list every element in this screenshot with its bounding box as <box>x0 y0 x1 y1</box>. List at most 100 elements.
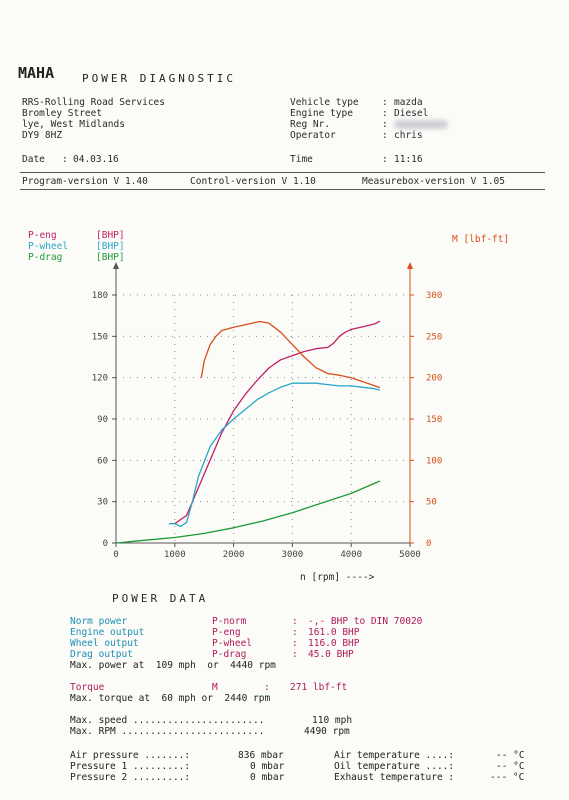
company-line-2: Bromley Street <box>22 108 103 119</box>
oil-temp-label: Oil temperature ....: <box>334 761 455 772</box>
legend-p-eng: P-eng <box>28 230 57 241</box>
legend-p-wheel: P-wheel <box>28 241 69 252</box>
norm-power-value: -,- BHP to DIN 70020 <box>308 616 423 627</box>
reg-nr-redacted <box>394 120 448 129</box>
torque-sym: M <box>212 682 218 693</box>
air-temp-label: Air temperature ....: <box>334 750 455 761</box>
series-line-p-eng <box>174 320 381 525</box>
date-label: Date <box>22 154 45 165</box>
legend-torque: M [lbf-ft] <box>452 234 510 245</box>
y-tick-label-right: 250 <box>426 332 442 342</box>
drag-output-sym: P-drag <box>212 649 247 660</box>
pressure-2-label: Pressure 2 .........: <box>70 772 191 783</box>
y-axis-right-arrow <box>407 262 413 269</box>
wheel-output-value: 116.0 BHP <box>308 638 360 649</box>
y-tick-label-right: 150 <box>426 415 442 425</box>
engine-output-sym: P-eng <box>212 627 241 638</box>
x-axis-label: n [rpm] ----> <box>300 572 375 583</box>
x-tick-label: 4000 <box>340 550 362 560</box>
legend-unit: [BHP] <box>96 230 125 241</box>
company-line-3: lye, West Midlands <box>22 119 125 130</box>
engine-type-label: Engine type <box>290 108 353 119</box>
colon: : <box>292 627 298 638</box>
legend-unit: [BHP] <box>96 241 125 252</box>
y-tick-label-left: 30 <box>97 498 108 508</box>
colon: : <box>292 638 298 649</box>
power-data-title: POWER DATA <box>112 592 209 605</box>
x-tick-label: 1000 <box>164 550 186 560</box>
y-axis-arrow <box>113 262 119 269</box>
pressure-1-label: Pressure 1 .........: <box>70 761 191 772</box>
max-rpm-label: Max. RPM ......................... <box>70 726 265 737</box>
y-tick-label-left: 180 <box>92 291 108 301</box>
max-speed-label: Max. speed ....................... <box>70 715 265 726</box>
y-tick-label-left: 60 <box>97 456 108 466</box>
exhaust-temp-value: --- °C <box>490 772 525 783</box>
legend-unit: [BHP] <box>96 252 125 263</box>
air-pressure-label: Air pressure .......: <box>70 750 191 761</box>
drag-output-value: 45.0 BHP <box>308 649 354 660</box>
x-tick-label: 0 <box>113 550 118 560</box>
oil-temp-value: -- °C <box>496 761 525 772</box>
maha-logo: MAHA <box>18 64 55 82</box>
divider <box>20 172 545 173</box>
colon: : <box>382 108 388 119</box>
colon: : <box>382 97 388 108</box>
engine-output-label: Engine output <box>70 627 145 638</box>
wheel-output-sym: P-wheel <box>212 638 253 649</box>
wheel-output-label: Wheel output <box>70 638 139 649</box>
operator-value: chris <box>394 130 423 141</box>
norm-power-sym: P-norm <box>212 616 247 627</box>
vehicle-type-value: mazda <box>394 97 423 108</box>
page-title: POWER DIAGNOSTIC <box>82 72 236 85</box>
torque-value: 271 lbf-ft <box>290 682 348 693</box>
y-tick-label-left: 0 <box>103 539 108 549</box>
program-version: Program-version V 1.40 <box>22 176 148 187</box>
control-version: Control-version V 1.10 <box>190 176 316 187</box>
pressure-2-value: 0 mbar <box>250 772 285 783</box>
max-torque-line: Max. torque at 60 mph or 2440 rpm <box>70 693 271 704</box>
y-tick-label-right: 0 <box>426 539 431 549</box>
max-power-line: Max. power at 109 mph or 4440 rpm <box>70 660 276 671</box>
series-line-p-wheel <box>168 382 381 528</box>
series-line-p-drag <box>115 480 381 544</box>
max-speed-value: 110 mph <box>312 715 353 726</box>
x-tick-label: 3000 <box>282 550 304 560</box>
divider <box>20 189 545 190</box>
drag-output-label: Drag output <box>70 649 133 660</box>
colon: : <box>382 154 388 165</box>
colon: : <box>292 616 298 627</box>
colon: : <box>264 682 270 693</box>
engine-type-value: Diesel <box>394 108 429 119</box>
company-line-4: DY9 8HZ <box>22 130 63 141</box>
date-value: 04.03.16 <box>73 154 119 165</box>
y-tick-label-right: 200 <box>426 374 442 384</box>
y-tick-label-right: 50 <box>426 498 437 508</box>
pressure-1-value: 0 mbar <box>250 761 285 772</box>
engine-output-value: 161.0 BHP <box>308 627 360 638</box>
company-line-1: RRS-Rolling Road Services <box>22 97 165 108</box>
colon: : <box>382 130 388 141</box>
y-tick-label-right: 100 <box>426 456 442 466</box>
y-tick-label-left: 150 <box>92 332 108 342</box>
operator-label: Operator <box>290 130 336 141</box>
colon: : <box>382 119 388 130</box>
time-label: Time <box>290 154 313 165</box>
colon: : <box>62 154 68 165</box>
max-rpm-value: 4490 rpm <box>304 726 350 737</box>
y-tick-label-left: 90 <box>97 415 108 425</box>
norm-power-label: Norm power <box>70 616 128 627</box>
air-pressure-value: 836 mbar <box>238 750 284 761</box>
measurebox-version: Measurebox-version V 1.05 <box>362 176 505 187</box>
x-tick-label: 2000 <box>223 550 245 560</box>
x-tick-label: 5000 <box>399 550 421 560</box>
y-tick-label-right: 300 <box>426 291 442 301</box>
time-value: 11:16 <box>394 154 423 165</box>
y-tick-label-left: 120 <box>92 374 108 384</box>
torque-label: Torque <box>70 682 105 693</box>
legend-p-drag: P-drag <box>28 252 63 263</box>
vehicle-type-label: Vehicle type <box>290 97 359 108</box>
air-temp-value: -- °C <box>496 750 525 761</box>
colon: : <box>292 649 298 660</box>
